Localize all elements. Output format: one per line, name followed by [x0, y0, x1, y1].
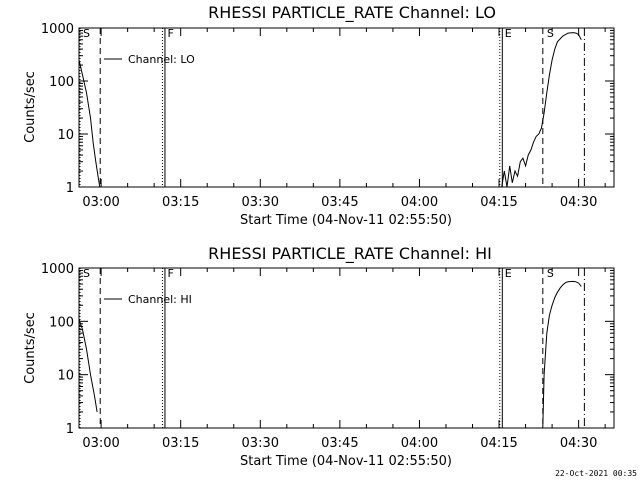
plot-frame: [78, 27, 615, 188]
x-tick-label: 03:30: [242, 436, 279, 451]
x-tick-label: 03:45: [321, 195, 358, 210]
marker-label: S: [83, 267, 90, 280]
y-axis-label: Counts/sec: [23, 312, 38, 384]
x-tick-label: 03:15: [162, 195, 199, 210]
y-tick-label: 100: [49, 315, 74, 330]
series-lines: [78, 32, 582, 188]
y-axis-label: Counts/sec: [23, 71, 38, 143]
hi-channel-panel: RHESSI PARTICLE_RATE Channel: HI Counts/…: [23, 244, 615, 469]
y-tick-label: 1000: [41, 262, 74, 277]
y-tick-label: 1000: [41, 22, 74, 37]
x-tick-label: 03:45: [321, 436, 358, 451]
x-tick-label: 04:00: [401, 195, 438, 210]
x-tick-label: 04:00: [401, 436, 438, 451]
marker-label: F: [167, 267, 173, 280]
legend: Channel: HI: [104, 293, 192, 306]
series-line: [78, 318, 98, 412]
axis-ticks: 03:00 03:15 03:30 03:45 04:00 04:15 04:30 1 10 10…: [41, 262, 614, 451]
marker-label: E: [505, 27, 512, 40]
x-tick-label: 03:00: [82, 436, 119, 451]
y-tick-label: 1: [66, 422, 74, 437]
x-tick-label: 04:30: [560, 195, 597, 210]
chart-title: RHESSI PARTICLE_RATE Channel: HI: [208, 244, 492, 264]
y-tick-label: 10: [57, 369, 74, 384]
plot-frame: [78, 267, 615, 429]
x-axis-label: Start Time (04-Nov-11 02:55:50): [240, 454, 452, 469]
y-tick-label: 1: [66, 181, 74, 196]
legend-label: Channel: HI: [128, 293, 192, 306]
x-axis-label: Start Time (04-Nov-11 02:55:50): [240, 213, 452, 228]
chart-title: RHESSI PARTICLE_RATE Channel: LO: [208, 3, 496, 23]
x-tick-label: 04:15: [480, 195, 517, 210]
legend-label: Channel: LO: [128, 53, 195, 66]
x-tick-label: 03:00: [82, 195, 119, 210]
x-tick-label: 04:30: [560, 436, 597, 451]
marker-label: E: [505, 267, 512, 280]
marker-label: S: [547, 27, 554, 40]
marker-label: S: [547, 267, 554, 280]
footer-timestamp: 22-Oct-2021 00:35: [555, 469, 637, 478]
x-tick-label: 03:30: [242, 195, 279, 210]
series-line: [542, 280, 582, 429]
marker-label: F: [167, 27, 173, 40]
x-tick-label: 04:15: [480, 436, 517, 451]
series-line: [78, 59, 101, 188]
legend: Channel: LO: [104, 53, 195, 66]
lo-channel-panel: RHESSI PARTICLE_RATE Channel: LO Counts/…: [23, 3, 615, 228]
series-lines: [78, 280, 582, 429]
series-line: [501, 32, 582, 188]
axis-ticks: 03:00 03:15 03:30 03:45 04:00 04:15 04:30 1 10 10…: [41, 22, 614, 210]
x-tick-label: 03:15: [162, 436, 199, 451]
marker-label: S: [83, 27, 90, 40]
y-tick-label: 100: [49, 75, 74, 90]
y-tick-label: 10: [57, 128, 74, 143]
